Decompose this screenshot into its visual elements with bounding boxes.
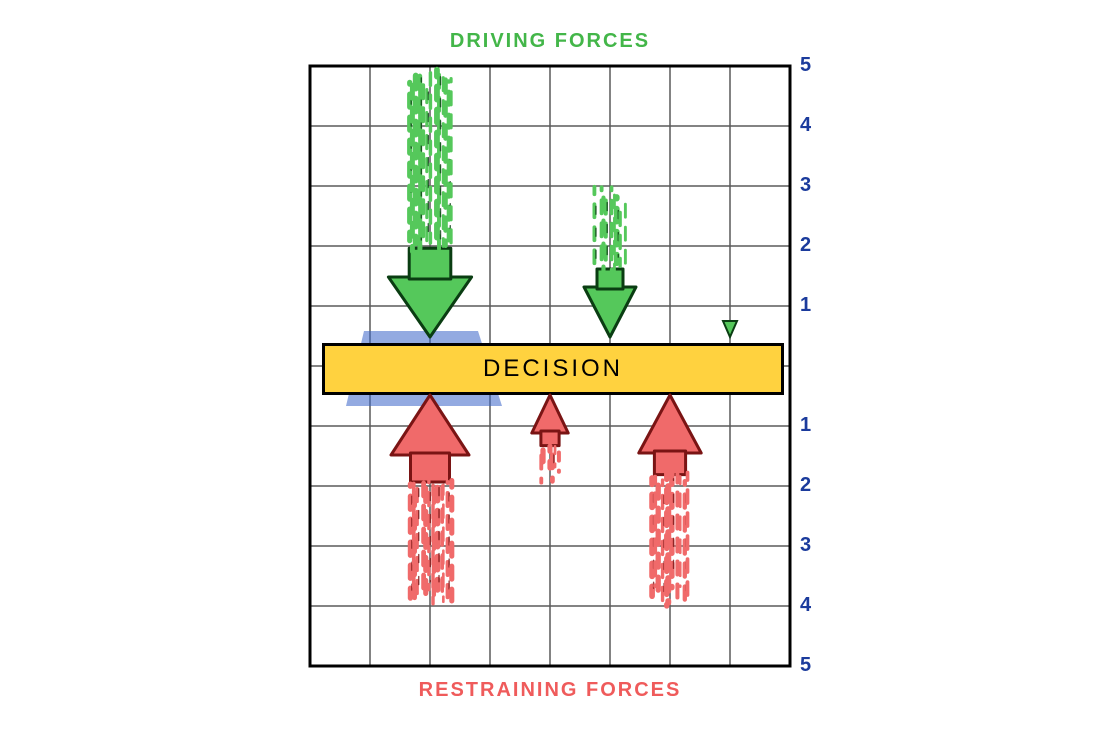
upper-tick-4: 4 — [800, 114, 811, 137]
lower-tick-5: 5 — [800, 654, 811, 677]
upper-tick-1: 1 — [800, 294, 811, 317]
lower-tick-2: 2 — [800, 474, 811, 497]
force-arrows — [388, 67, 737, 605]
force-field-diagram: DECISION DRIVING FORCES RESTRAINING FORC… — [250, 16, 850, 716]
driving-forces-title: DRIVING FORCES — [450, 30, 650, 53]
upper-tick-3: 3 — [800, 174, 811, 197]
lower-tick-4: 4 — [800, 594, 811, 617]
restraining-forces-title: RESTRAINING FORCES — [419, 679, 682, 702]
lower-tick-3: 3 — [800, 534, 811, 557]
arrows-svg — [250, 16, 850, 716]
lower-tick-1: 1 — [800, 414, 811, 437]
upper-tick-2: 2 — [800, 234, 811, 257]
upper-tick-5: 5 — [800, 54, 811, 77]
